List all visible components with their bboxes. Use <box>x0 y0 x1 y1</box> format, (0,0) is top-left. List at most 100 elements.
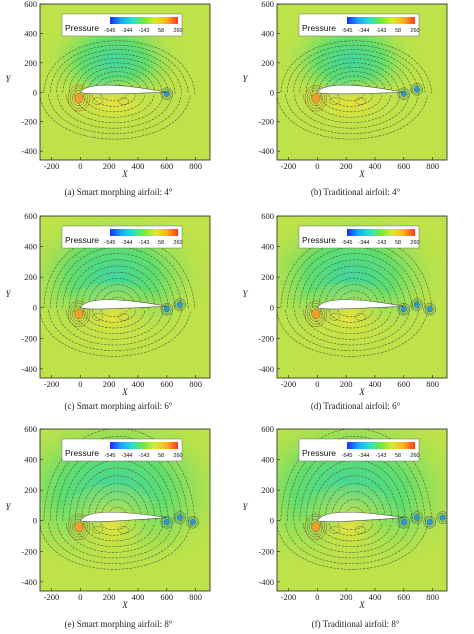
y-tick-label: 0 <box>33 303 37 313</box>
lower-contour-line <box>302 94 401 123</box>
lower-contour-line <box>65 94 164 123</box>
lower-contour-line <box>337 94 364 102</box>
plot-frame <box>39 3 211 161</box>
lower-contour-line <box>337 522 364 530</box>
panel-d: Pressure -545 -344 -143 58 260 -200 0 200 400 600 8… <box>237 210 474 418</box>
upper-contour-line <box>324 483 387 523</box>
colorbar-tick-label: 260 <box>410 240 419 246</box>
x-axis-label: X <box>358 169 365 179</box>
colorbar-tick-label: 58 <box>395 453 401 459</box>
y-tick-label: 600 <box>24 0 37 9</box>
pressure-region <box>288 483 410 591</box>
x-tick-label: 600 <box>397 161 410 171</box>
colorbar-tick-label: -344 <box>121 28 132 34</box>
colorbar-tick-label: -545 <box>104 28 115 34</box>
lower-contour-line <box>285 94 419 134</box>
wake-vortex <box>162 89 172 99</box>
upper-contour-line <box>56 49 183 94</box>
upper-contour-line <box>318 66 393 94</box>
x-tick-label: 600 <box>397 592 410 602</box>
colorbar-tick-label: -545 <box>341 28 352 34</box>
y-axis-label: Y <box>5 502 11 512</box>
wake-vortex <box>397 303 411 316</box>
y-tick-label: -200 <box>21 546 37 556</box>
x-tick-label: 0 <box>78 592 82 602</box>
stagnation-contour <box>309 305 323 322</box>
upper-contour-line <box>312 62 400 94</box>
upper-contour-line <box>68 259 169 310</box>
lower-contour-line <box>100 522 127 530</box>
x-tick-label: -200 <box>281 379 297 389</box>
plot-frame <box>276 215 448 379</box>
y-tick-label: -200 <box>21 117 37 127</box>
plot-frame <box>276 3 448 161</box>
caption-e: (e) Smart morphing airfoil: 8° <box>64 619 173 629</box>
wake-vortex <box>423 303 436 316</box>
y-tick-label: 0 <box>33 87 37 97</box>
upper-contour-line <box>81 475 156 523</box>
x-tick-label: 400 <box>132 592 145 602</box>
plot-a: Pressure -545 -344 -143 58 260 -200 0 200 400 600 8… <box>5 0 211 179</box>
wake-vortex <box>413 301 420 308</box>
wake-vortex <box>423 516 436 529</box>
y-tick-label: -200 <box>258 117 274 127</box>
colorbar-gradient <box>110 442 178 449</box>
x-tick-label: 200 <box>340 379 353 389</box>
x-tick-label: 400 <box>132 379 145 389</box>
lower-contour-line <box>74 522 155 547</box>
wake-vortex <box>188 517 198 527</box>
plot-frame <box>39 215 211 379</box>
colorbar-gradient <box>347 17 415 24</box>
lower-contour-line <box>328 309 374 323</box>
colorbar-tick-label: -545 <box>341 240 352 246</box>
y-tick-label: 200 <box>261 58 274 68</box>
wake-vortex <box>162 517 172 527</box>
colorbar-tick-label: -143 <box>138 28 149 34</box>
x-axis-label: X <box>358 387 365 397</box>
plot-b: Pressure -545 -344 -143 58 260 -200 0 200 400 600 8… <box>242 0 448 179</box>
y-tick-label: 200 <box>24 58 37 68</box>
lower-contour-line <box>48 94 182 134</box>
stagnation-contour <box>72 90 86 107</box>
y-tick-label: 0 <box>270 87 274 97</box>
y-tick-label: 0 <box>270 516 274 526</box>
airfoil-shape <box>316 84 404 95</box>
lower-contour-line <box>311 309 392 334</box>
y-axis-label: Y <box>242 74 248 84</box>
x-axis-label: X <box>358 600 365 610</box>
wake-vortex <box>400 519 407 526</box>
y-tick-label: 400 <box>261 242 274 252</box>
stagnation-contour <box>311 521 321 533</box>
stagnation-contour <box>74 92 84 104</box>
upper-contour-line <box>49 436 189 523</box>
x-tick-label: 800 <box>189 161 202 171</box>
colorbar-gradient <box>110 17 178 24</box>
colorbar-tick-label: 58 <box>158 240 164 246</box>
lower-contour-line <box>100 94 127 102</box>
y-tick-label: 600 <box>261 424 274 434</box>
lower-contour-line <box>91 309 137 323</box>
lower-contour-line <box>293 522 410 559</box>
colorbar-tick-label: 58 <box>158 453 164 459</box>
pressure-bump <box>92 526 103 534</box>
stagnation-contour <box>307 303 325 325</box>
colorbar-tick-label: -143 <box>138 453 149 459</box>
lower-contour-line <box>40 522 191 570</box>
colorbar-tick-label: -344 <box>121 453 132 459</box>
stagnation-contour <box>72 305 86 322</box>
colorbar-tick-label: -545 <box>104 453 115 459</box>
colorbar-title: Pressure <box>302 23 336 33</box>
plot-c: Pressure -545 -344 -143 58 260 -200 0 200 400 600 8… <box>5 211 211 397</box>
upper-contour-line <box>318 272 393 310</box>
y-tick-label: 400 <box>24 455 37 465</box>
upper-contour-line <box>299 253 413 310</box>
pressure-bump <box>329 97 340 105</box>
y-axis-label: Y <box>242 289 248 299</box>
upper-contour-line <box>280 40 433 94</box>
stagnation-contour <box>307 87 325 109</box>
y-tick-label: -400 <box>21 364 37 374</box>
colorbar-tick-label: -143 <box>138 240 149 246</box>
lower-contour-line <box>320 309 383 329</box>
y-tick-label: 400 <box>261 455 274 465</box>
colorbar-tick-label: -344 <box>358 453 369 459</box>
